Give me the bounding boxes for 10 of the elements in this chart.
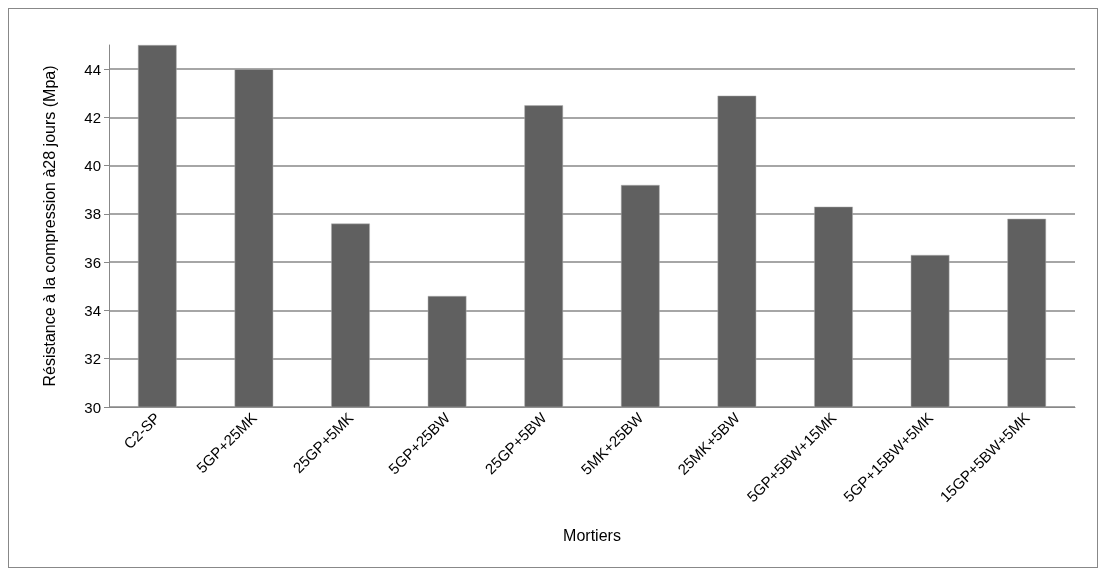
y-tick-label: 44 [84, 60, 101, 78]
y-tick-label: 42 [84, 108, 101, 126]
y-tick-label: 32 [84, 350, 101, 368]
y-tick-label: 36 [84, 253, 101, 271]
y-tick-label: 40 [84, 157, 101, 175]
x-axis-title: Mortiers [563, 526, 621, 544]
y-tick-label: 38 [84, 205, 101, 223]
y-axis-title: Résistance à la compression à28 jours (Mpa) [40, 65, 58, 387]
y-tick-label: 34 [84, 301, 101, 319]
y-tick-label: 30 [84, 398, 101, 416]
